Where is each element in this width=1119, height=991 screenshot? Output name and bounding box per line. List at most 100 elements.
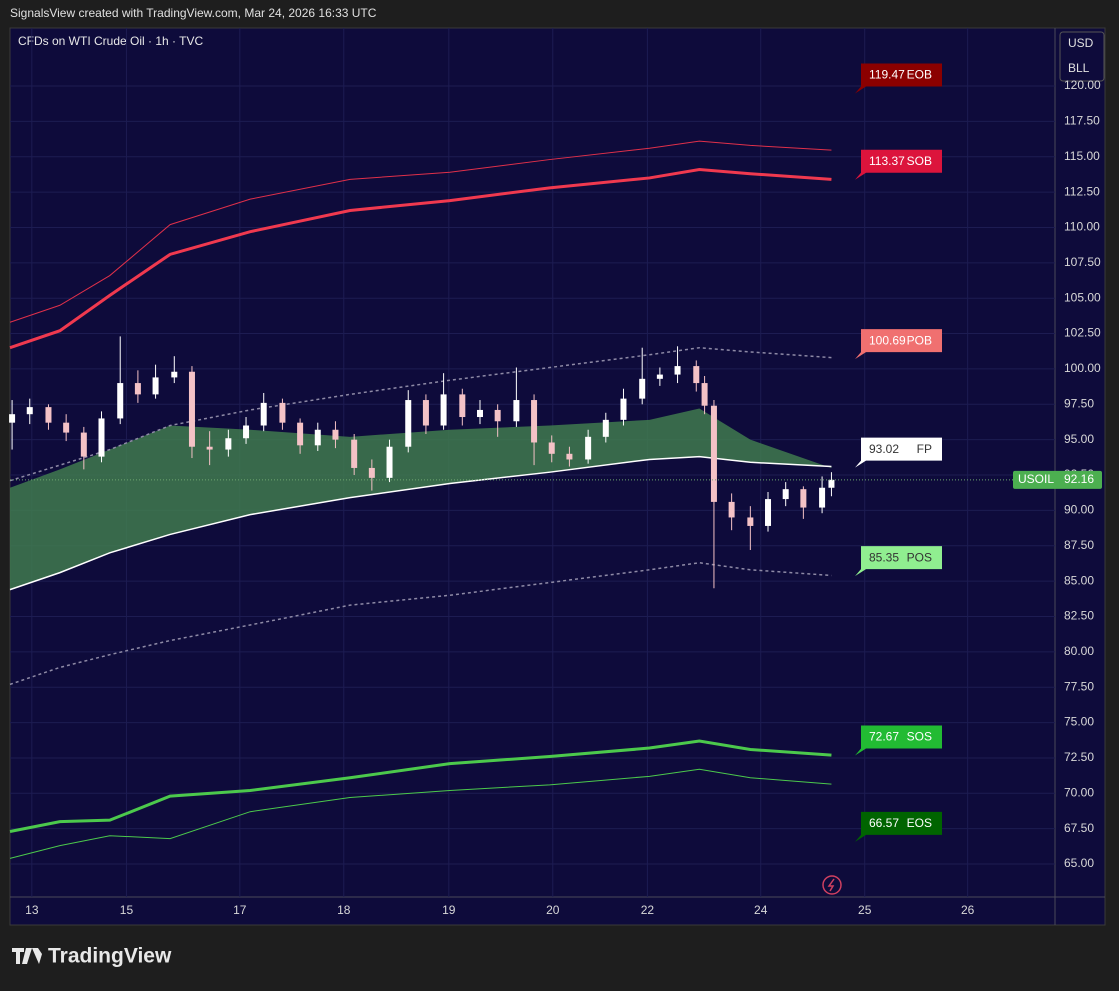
unit: BLL	[1068, 61, 1090, 75]
candle-body	[117, 383, 124, 419]
candle-body	[405, 400, 412, 447]
x-tick-label: 22	[641, 903, 655, 917]
candle-body	[747, 517, 754, 526]
last-price-tag	[1013, 470, 1102, 489]
y-tick-label: 82.50	[1064, 609, 1094, 623]
candle-body	[206, 446, 213, 450]
level-value: 119.47	[869, 68, 905, 82]
indicator-line	[9, 455, 832, 591]
x-tick-label: 25	[858, 903, 872, 917]
level-tag	[855, 437, 942, 468]
y-tick-label: 90.00	[1064, 503, 1094, 517]
candle-body	[279, 402, 286, 423]
indicator-line	[9, 739, 832, 833]
level-tag	[855, 546, 942, 577]
candle-body	[800, 489, 807, 508]
y-tick-label: 105.00	[1064, 290, 1101, 304]
candle-body	[476, 409, 483, 418]
level-label: SOB	[907, 154, 932, 168]
chart-title: CFDs on WTI Crude Oil · 1h · TVC	[18, 34, 203, 48]
candle-body	[656, 374, 663, 379]
level-value: 85.35	[869, 550, 899, 564]
indicator-line	[9, 346, 832, 482]
y-tick-label: 75.00	[1064, 715, 1094, 729]
candle-body	[188, 371, 195, 447]
candle-body	[314, 429, 321, 446]
last-price-value: 92.16	[1064, 472, 1094, 486]
candle-body	[260, 402, 267, 426]
y-tick-label: 120.00	[1064, 78, 1101, 92]
y-tick-label: 100.00	[1064, 361, 1101, 375]
candle-body	[728, 501, 735, 518]
alert-icon-bolt	[827, 878, 835, 892]
level-label: POS	[907, 550, 932, 564]
candle-body	[225, 438, 232, 450]
x-tick-label: 15	[120, 903, 134, 917]
candle-body	[513, 400, 520, 422]
candle-body	[351, 439, 358, 468]
level-value: 113.37	[869, 154, 905, 168]
candle-body	[332, 429, 339, 440]
currency-box[interactable]	[1059, 31, 1105, 82]
candle-body	[422, 400, 429, 426]
candle-body	[828, 479, 835, 488]
candle-body	[710, 405, 717, 502]
level-tag	[855, 149, 942, 180]
candle-body	[566, 453, 573, 460]
x-tick-label: 26	[961, 903, 975, 917]
y-tick-label: 107.50	[1064, 255, 1101, 269]
y-tick-label: 97.50	[1064, 396, 1094, 410]
candle-body	[98, 418, 105, 457]
x-tick-label: 17	[233, 903, 247, 917]
candle-body	[548, 442, 555, 454]
candle-body	[531, 400, 538, 443]
y-tick-label: 95.00	[1064, 432, 1094, 446]
level-tag	[855, 63, 942, 94]
level-label: EOS	[907, 816, 932, 830]
indicator-line	[9, 140, 832, 323]
level-tag	[855, 811, 942, 842]
candle-body	[440, 394, 447, 426]
header-text: SignalsView created with TradingView.com…	[10, 6, 377, 20]
candle-body	[494, 409, 501, 422]
candle-body	[674, 366, 681, 375]
y-tick-label: 115.00	[1064, 149, 1100, 163]
candle-body	[152, 377, 159, 395]
candle-body	[368, 467, 375, 478]
y-tick-label: 77.50	[1064, 679, 1094, 693]
candle-body	[693, 366, 700, 384]
candle-body	[602, 419, 609, 437]
candle-body	[701, 383, 708, 406]
y-tick-label: 87.50	[1064, 538, 1094, 552]
candle-body	[819, 487, 826, 508]
alert-icon[interactable]	[822, 875, 842, 895]
candle-body	[9, 414, 16, 423]
level-label: SOS	[907, 730, 932, 744]
y-tick-label: 85.00	[1064, 573, 1094, 587]
indicator-line	[9, 768, 832, 859]
y-tick-label: 70.00	[1064, 785, 1094, 799]
candle-body	[765, 499, 772, 526]
candle-body	[45, 407, 52, 423]
level-tag	[855, 329, 942, 360]
y-tick-label: 65.00	[1064, 856, 1094, 870]
y-tick-label: 110.00	[1064, 220, 1100, 234]
candle-body	[459, 394, 466, 418]
plot-area	[9, 28, 1055, 897]
candle-body	[585, 436, 592, 460]
x-tick-label: 20	[546, 903, 560, 917]
level-value: 72.67	[869, 730, 899, 744]
level-value: 66.57	[869, 816, 899, 830]
level-label: EOB	[907, 68, 932, 82]
candle-body	[63, 422, 70, 433]
last-price-symbol: USOIL	[1018, 472, 1054, 486]
cloud-fill	[10, 408, 832, 590]
level-tag	[855, 725, 942, 756]
level-label: FP	[917, 442, 932, 456]
y-tick-label: 112.50	[1064, 184, 1100, 198]
indicator-line	[9, 561, 832, 686]
x-tick-label: 24	[754, 903, 768, 917]
candle-body	[134, 383, 141, 395]
